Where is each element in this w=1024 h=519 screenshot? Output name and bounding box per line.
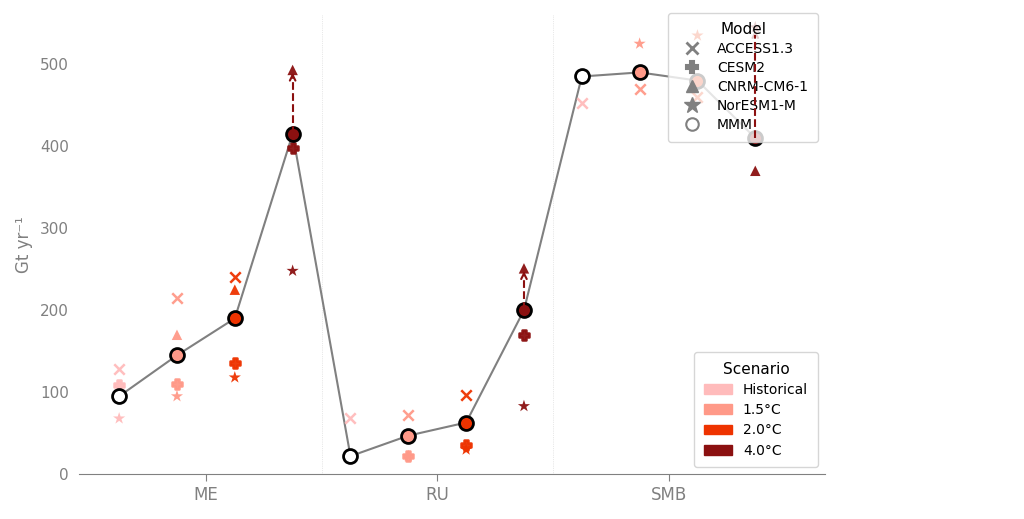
Point — [169, 294, 185, 302]
Point — [169, 331, 185, 339]
Point — [458, 418, 474, 427]
Point — [111, 392, 127, 401]
Point — [111, 414, 127, 422]
Point — [458, 390, 474, 399]
Point — [748, 167, 764, 175]
Point — [400, 411, 417, 419]
Point — [689, 93, 706, 101]
Point — [285, 144, 301, 152]
Point — [516, 264, 532, 272]
Point — [285, 130, 301, 138]
Point — [169, 351, 185, 360]
Point — [400, 452, 417, 460]
Point — [342, 452, 358, 460]
Point — [573, 72, 590, 80]
Point — [516, 402, 532, 411]
Point — [689, 31, 706, 39]
Point — [458, 441, 474, 449]
Point — [748, 134, 764, 142]
Point — [458, 445, 474, 454]
Point — [169, 392, 185, 401]
Point — [748, 23, 764, 32]
Point — [226, 314, 243, 322]
Point — [342, 414, 358, 422]
Point — [111, 380, 127, 389]
Point — [226, 359, 243, 367]
Point — [285, 267, 301, 275]
Point — [516, 331, 532, 339]
Point — [169, 380, 185, 388]
Point — [226, 273, 243, 281]
Point — [111, 365, 127, 373]
Point — [516, 306, 532, 315]
Point — [400, 452, 417, 460]
Point — [226, 373, 243, 381]
Point — [285, 66, 301, 74]
Point — [400, 431, 417, 440]
Point — [226, 285, 243, 294]
Point — [632, 39, 648, 48]
Point — [573, 99, 590, 107]
Point — [689, 76, 706, 85]
Point — [632, 68, 648, 76]
Point — [632, 85, 648, 93]
Y-axis label: Gt yr⁻¹: Gt yr⁻¹ — [15, 216, 33, 273]
Legend: Historical, 1.5°C, 2.0°C, 4.0°C: Historical, 1.5°C, 2.0°C, 4.0°C — [694, 352, 818, 467]
